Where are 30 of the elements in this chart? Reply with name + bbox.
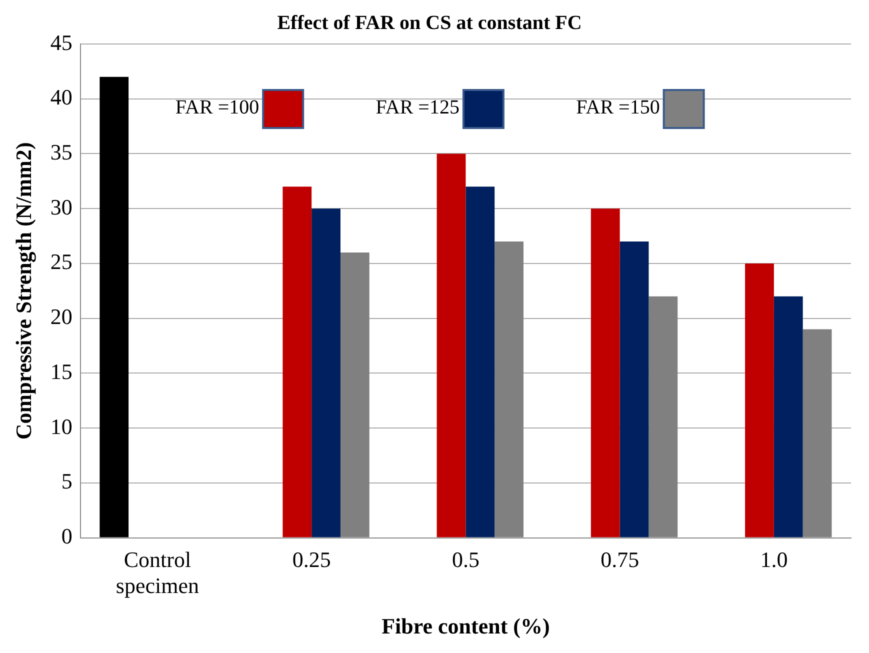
x-tick-label: Control specimen [116,546,200,598]
bar [774,296,803,538]
y-tick-label: 5 [61,468,72,494]
y-axis-title: Compressive Strength (N/mm2) [10,142,36,440]
legend-label: FAR =100 [175,96,260,118]
x-tick-label: 0.75 [600,546,640,572]
x-tick-label: 0.25 [292,546,331,572]
chart-title: Effect of FAR on CS at constant FC [277,12,582,34]
legend-label: FAR =150 [576,96,660,118]
bar [436,154,466,538]
bar [282,186,312,538]
x-axis-title: Fibre content (%) [382,613,550,638]
y-tick-label: 35 [50,140,72,165]
y-tick-label: 20 [50,304,72,330]
x-tick-label: 1.0 [760,546,788,572]
x-tick-label: 0.5 [452,546,480,572]
y-tick-label: 40 [50,84,72,110]
bar [745,263,774,538]
y-tick-label: 15 [50,358,72,384]
y-tick-label: 10 [50,414,72,439]
y-tick-label: 0 [61,524,72,549]
bar [620,242,649,538]
y-tick-label: 25 [50,249,72,274]
bar [312,208,340,538]
y-tick-label: 30 [50,194,72,220]
bar [466,186,495,538]
legend-label: FAR =125 [376,96,460,118]
y-tick-label: 45 [50,30,72,55]
bar [100,76,129,538]
bar [590,208,620,538]
